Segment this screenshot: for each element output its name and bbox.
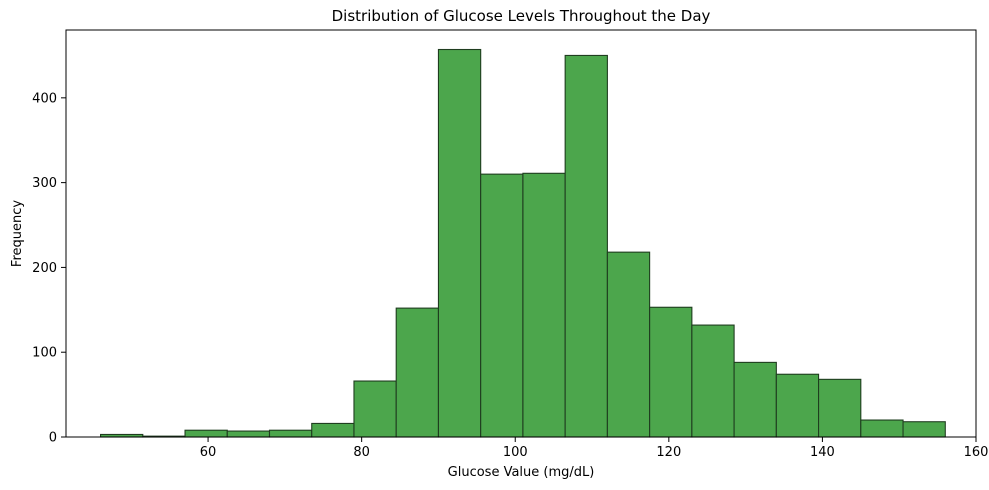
y-axis-ticks: 0 100 200 300 400 (32, 91, 66, 446)
chart-title: Distribution of Glucose Levels Throughou… (332, 7, 711, 25)
histogram-bar (649, 306, 693, 438)
x-tick-label: 60 (200, 445, 217, 460)
x-axis-ticks: 60 80 100 120 140 160 (200, 437, 989, 460)
x-axis-title: Glucose Value (mg/dL) (448, 465, 595, 480)
histogram-bar (353, 380, 397, 438)
y-axis-title: Frequency (10, 200, 25, 267)
histogram-bar (564, 54, 608, 438)
x-tick-label: 140 (810, 445, 835, 460)
y-tick-label: 200 (32, 261, 57, 276)
histogram-bar (226, 430, 271, 438)
histogram-bars (100, 48, 946, 438)
histogram-bar (395, 307, 439, 438)
histogram-bar (733, 361, 777, 438)
x-tick-label: 100 (503, 445, 528, 460)
x-tick-label: 120 (656, 445, 681, 460)
histogram-bar (437, 48, 482, 438)
x-tick-label: 160 (964, 445, 989, 460)
histogram-bar (860, 419, 904, 438)
histogram-bar (691, 324, 735, 438)
plot-frame (65, 29, 977, 438)
histogram-bar (522, 172, 566, 438)
histogram-bar (184, 429, 228, 438)
x-tick-label: 80 (353, 445, 370, 460)
histogram-bar (311, 422, 355, 438)
y-tick-label: 400 (32, 91, 57, 106)
histogram-bar (775, 373, 820, 438)
histogram-bar (606, 251, 651, 438)
y-tick-label: 100 (32, 346, 57, 361)
y-tick-label: 0 (49, 431, 57, 446)
histogram-bar (902, 421, 946, 438)
histogram-bar (818, 378, 862, 438)
histogram-bar (268, 429, 313, 438)
histogram-bar (480, 173, 524, 438)
y-tick-label: 300 (32, 176, 57, 191)
